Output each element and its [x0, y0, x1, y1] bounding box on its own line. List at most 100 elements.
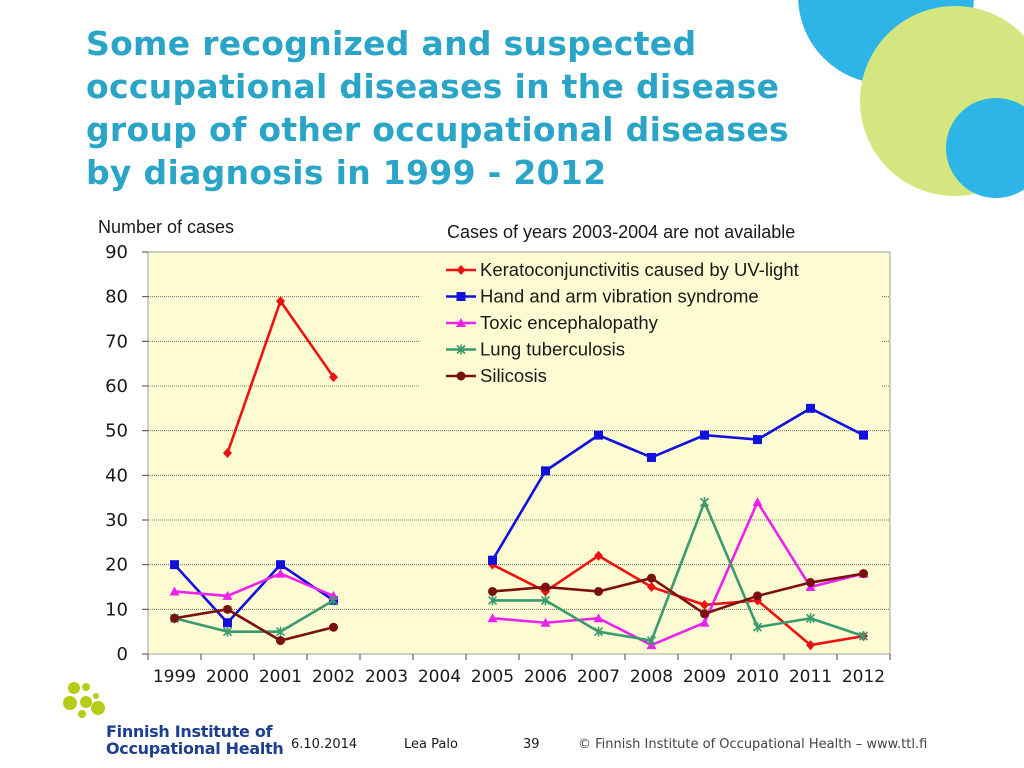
- x-tick-label: 2011: [789, 667, 832, 687]
- data-point: [223, 448, 232, 458]
- series-line: [492, 500, 864, 647]
- data-point: [646, 635, 657, 646]
- data-point: [275, 568, 286, 578]
- data-point: [647, 582, 656, 592]
- data-point: [593, 613, 604, 623]
- footer-author: Lea Palo: [404, 737, 458, 752]
- data-point: [222, 590, 233, 600]
- data-point: [541, 582, 550, 592]
- data-point: [170, 613, 179, 623]
- data-point: [456, 371, 466, 381]
- logo-wordmark: Finnish Institute of Occupational Health: [106, 722, 284, 758]
- y-tick-label: 30: [105, 510, 128, 531]
- x-tick-label: 2012: [842, 667, 885, 687]
- series-line: [174, 608, 334, 642]
- series-lines: [169, 296, 869, 651]
- x-tick-label: 1999: [153, 667, 196, 687]
- data-point: [275, 626, 286, 637]
- series-line: [492, 572, 864, 616]
- footer-page-number: 39: [523, 737, 540, 752]
- data-point: [276, 560, 285, 570]
- data-point: [647, 573, 656, 583]
- data-point: [594, 586, 603, 596]
- data-point: [700, 599, 709, 610]
- slide-title: Some recognized and suspected occupation…: [86, 22, 846, 194]
- data-point: [169, 586, 180, 596]
- data-point: [806, 578, 815, 588]
- data-point: [540, 595, 551, 606]
- footer-date: 6.10.2014: [291, 737, 358, 752]
- data-point: [488, 555, 497, 565]
- x-tick-label: 2003: [365, 667, 408, 687]
- data-point: [700, 430, 709, 440]
- x-tick-label: 2004: [418, 667, 461, 687]
- legend-label: Hand and arm vibration syndrome: [480, 286, 759, 307]
- data-point: [593, 626, 604, 637]
- logo-line-2: Occupational Health: [106, 739, 284, 758]
- data-point: [858, 631, 869, 642]
- x-tick-label: 2005: [471, 667, 514, 687]
- title-line-2: occupational diseases in the disease: [86, 67, 780, 106]
- x-tick-label: 2010: [736, 667, 779, 687]
- data-point: [594, 430, 603, 440]
- title-line-1: Some recognized and suspected: [86, 24, 697, 63]
- legend-box: [420, 255, 882, 390]
- data-point: [859, 430, 868, 440]
- legend-label: Toxic encephalopathy: [480, 312, 659, 333]
- data-point: [329, 622, 338, 632]
- data-point: [647, 452, 656, 462]
- x-tick-label: 2008: [630, 667, 673, 687]
- x-tick-label: 2009: [683, 667, 726, 687]
- decor-circle-blue-bottom: [946, 98, 1024, 198]
- legend-label: Silicosis: [480, 365, 547, 386]
- data-point: [456, 318, 466, 327]
- data-point: [859, 569, 868, 579]
- data-point: [806, 640, 815, 651]
- data-point: [805, 613, 816, 624]
- data-point: [456, 292, 466, 301]
- data-point: [456, 265, 466, 275]
- legend-label: Keratoconjunctivitis caused by UV-light: [480, 259, 799, 280]
- logo-line-1: Finnish Institute of: [106, 722, 273, 741]
- series-line: [491, 407, 865, 561]
- data-point: [223, 618, 232, 628]
- y-axis-label: Number of cases: [98, 217, 234, 237]
- chart-note: Cases of years 2003-2004 are not availab…: [447, 222, 795, 242]
- data-point: [806, 403, 815, 413]
- y-tick-label: 80: [105, 287, 128, 308]
- y-tick-label: 10: [105, 599, 128, 620]
- data-point: [276, 296, 285, 307]
- y-tick-label: 0: [117, 644, 128, 665]
- y-tick-label: 90: [105, 242, 128, 263]
- x-tick-label: 2002: [312, 667, 355, 687]
- y-tick-label: 60: [105, 376, 128, 397]
- y-tick-label: 70: [105, 331, 128, 352]
- data-point: [594, 550, 603, 561]
- y-tick-label: 50: [105, 421, 128, 442]
- footer-copyright: © Finnish Institute of Occupational Heal…: [578, 737, 928, 752]
- legend-label: Lung tuberculosis: [480, 339, 625, 360]
- data-point: [276, 636, 285, 646]
- data-point: [752, 497, 763, 507]
- series-4: [170, 569, 868, 646]
- title-line-3: group of other occupational diseases: [86, 110, 789, 149]
- data-point: [753, 591, 762, 601]
- data-point: [222, 626, 233, 637]
- data-point: [329, 372, 338, 383]
- y-tick-label: 20: [105, 555, 128, 576]
- x-tick-label: 2001: [259, 667, 302, 687]
- data-point: [752, 622, 763, 633]
- data-point: [488, 586, 497, 596]
- data-point: [699, 617, 710, 627]
- axes: 0 10 20 30 40 50 60 70 80 90 1999 2000 2001 2002 2003 2…: [105, 242, 891, 687]
- data-point: [328, 595, 339, 606]
- data-point: [487, 595, 498, 606]
- x-tick-label: 2006: [524, 667, 567, 687]
- data-point: [699, 497, 710, 508]
- data-point: [456, 344, 466, 355]
- data-point: [487, 613, 498, 623]
- ttl-logo-icon: [63, 682, 105, 718]
- line-chart: Number of cases Cases of years 2003-2004…: [98, 217, 891, 687]
- series-line: [492, 500, 864, 642]
- x-tick-label: 2000: [206, 667, 249, 687]
